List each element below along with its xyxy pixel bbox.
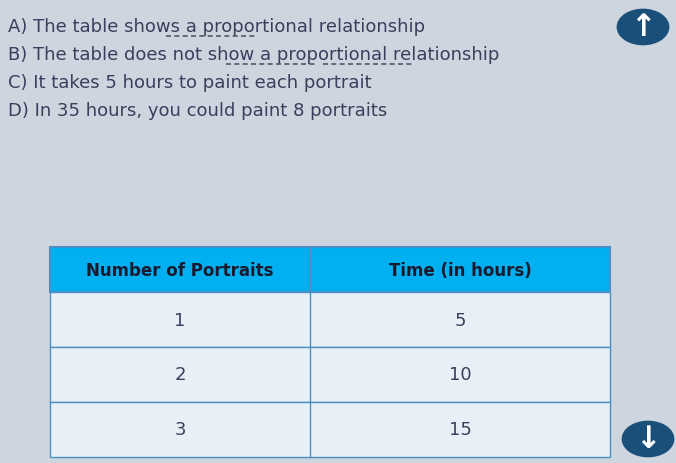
Text: Number of Portraits: Number of Portraits	[87, 261, 274, 279]
Text: 2: 2	[174, 366, 186, 384]
Circle shape	[623, 421, 674, 457]
Text: 10: 10	[449, 366, 471, 384]
Text: Time (in hours): Time (in hours)	[389, 261, 531, 279]
Text: B) The table does not show a proportional relationship: B) The table does not show a proportiona…	[8, 46, 500, 64]
Text: D) In 35 hours, you could paint 8 portraits: D) In 35 hours, you could paint 8 portra…	[8, 102, 387, 120]
Bar	[50, 347, 610, 402]
Bar	[50, 247, 610, 292]
Text: 1: 1	[174, 311, 186, 329]
Text: ↑: ↑	[630, 13, 656, 43]
Bar	[50, 292, 610, 347]
Text: A) The table shows a proportional relationship: A) The table shows a proportional relati…	[8, 18, 425, 36]
Text: 15: 15	[449, 420, 471, 438]
Circle shape	[617, 10, 669, 45]
Text: 3: 3	[174, 420, 186, 438]
Text: C) It takes 5 hours to paint each portrait: C) It takes 5 hours to paint each portra…	[8, 74, 372, 92]
Bar	[50, 402, 610, 457]
Text: ↓: ↓	[635, 425, 660, 454]
Text: 5: 5	[454, 311, 466, 329]
